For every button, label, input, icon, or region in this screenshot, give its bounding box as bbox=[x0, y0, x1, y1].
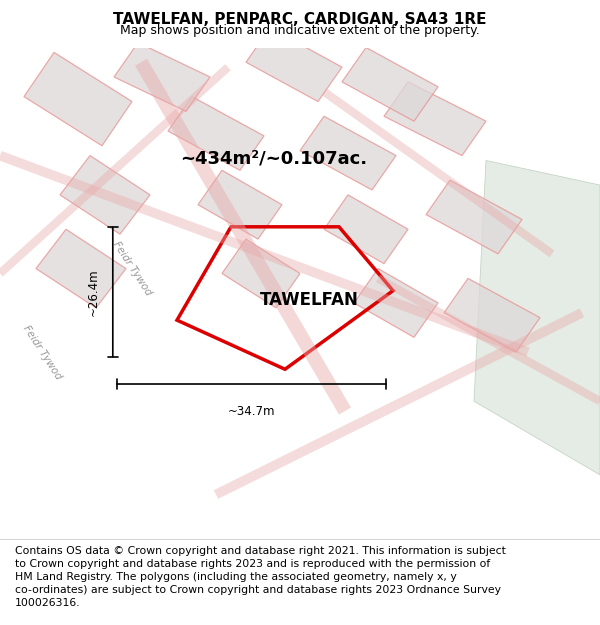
Polygon shape bbox=[300, 116, 396, 190]
Polygon shape bbox=[324, 195, 408, 264]
Text: TAWELFAN: TAWELFAN bbox=[260, 291, 358, 309]
Polygon shape bbox=[198, 170, 282, 239]
Text: Contains OS data © Crown copyright and database right 2021. This information is : Contains OS data © Crown copyright and d… bbox=[15, 546, 506, 609]
Polygon shape bbox=[426, 180, 522, 254]
Polygon shape bbox=[246, 28, 342, 101]
Polygon shape bbox=[222, 239, 300, 308]
Text: Map shows position and indicative extent of the property.: Map shows position and indicative extent… bbox=[120, 24, 480, 37]
Polygon shape bbox=[354, 269, 438, 338]
Text: Feidr Tywod: Feidr Tywod bbox=[21, 323, 63, 381]
Text: Feidr Tywod: Feidr Tywod bbox=[111, 239, 153, 298]
Text: ~34.7m: ~34.7m bbox=[227, 404, 275, 418]
Polygon shape bbox=[168, 97, 264, 170]
Text: ~26.4m: ~26.4m bbox=[86, 268, 100, 316]
Polygon shape bbox=[444, 278, 540, 352]
Text: TAWELFAN, PENPARC, CARDIGAN, SA43 1RE: TAWELFAN, PENPARC, CARDIGAN, SA43 1RE bbox=[113, 12, 487, 27]
Polygon shape bbox=[474, 161, 600, 475]
Polygon shape bbox=[114, 42, 210, 111]
Polygon shape bbox=[384, 82, 486, 156]
Polygon shape bbox=[36, 229, 126, 308]
Polygon shape bbox=[342, 48, 438, 121]
Polygon shape bbox=[24, 52, 132, 146]
Polygon shape bbox=[60, 156, 150, 234]
Text: ~434m²/~0.107ac.: ~434m²/~0.107ac. bbox=[180, 149, 367, 167]
